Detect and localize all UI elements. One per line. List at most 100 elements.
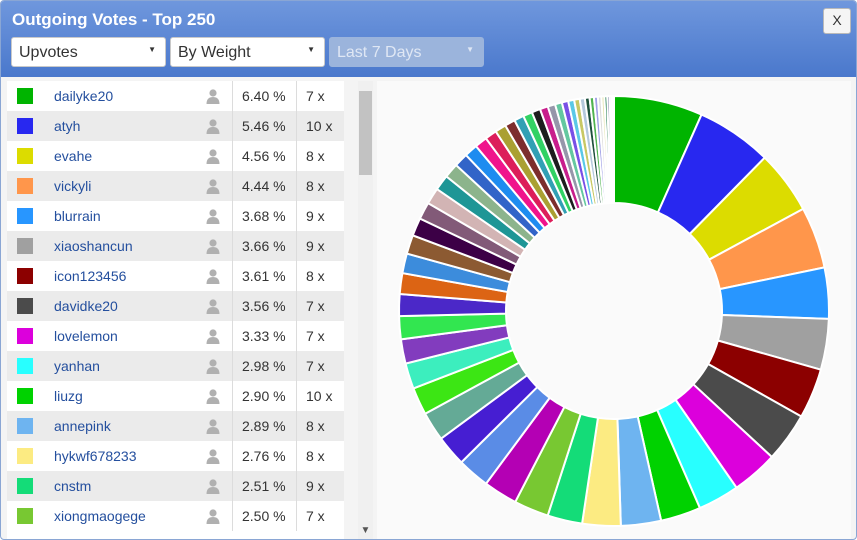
color-swatch (17, 298, 33, 314)
user-icon[interactable] (205, 238, 221, 254)
title-bar: Outgoing Votes - Top 250 X Upvotes ▼ By … (1, 1, 856, 77)
user-icon[interactable] (205, 478, 221, 494)
close-button[interactable]: X (823, 8, 851, 34)
user-icon[interactable] (205, 268, 221, 284)
chart-area (377, 81, 851, 539)
list-item[interactable]: cnstm 2.51 % 9 x (7, 471, 344, 501)
list-item[interactable]: icon123456 3.61 % 8 x (7, 261, 344, 291)
list-item[interactable]: vickyli 4.44 % 8 x (7, 171, 344, 201)
voter-list[interactable]: dailyke20 6.40 % 7 x atyh 5.46 % 10 x evahe 4.5… (7, 81, 344, 539)
user-icon[interactable] (205, 178, 221, 194)
vote-type-dropdown[interactable]: Upvotes ▼ (11, 37, 166, 67)
list-scrollbar[interactable]: ▼ (358, 81, 373, 539)
sort-label: By Weight (178, 44, 251, 61)
color-swatch (17, 208, 33, 224)
color-swatch (17, 508, 33, 524)
donut-slice-other-42[interactable] (611, 94, 615, 205)
chevron-down-icon: ▼ (148, 45, 156, 54)
voter-name-link[interactable]: annepink (54, 418, 111, 434)
chevron-down-icon: ▼ (466, 45, 474, 54)
list-item[interactable]: evahe 4.56 % 8 x (7, 141, 344, 171)
list-item[interactable]: blurrain 3.68 % 9 x (7, 201, 344, 231)
voter-name-link[interactable]: lovelemon (54, 328, 118, 344)
list-item[interactable]: dailyke20 6.40 % 7 x (7, 81, 344, 111)
voter-name-link[interactable]: liuzg (54, 388, 83, 404)
color-swatch (17, 118, 33, 134)
user-icon[interactable] (205, 88, 221, 104)
user-icon[interactable] (205, 358, 221, 374)
user-icon[interactable] (205, 118, 221, 134)
list-item[interactable]: liuzg 2.90 % 10 x (7, 381, 344, 411)
voter-name-link[interactable]: cnstm (54, 478, 92, 494)
vote-percentage: 2.98 % (232, 351, 302, 381)
color-swatch (17, 448, 33, 464)
user-icon[interactable] (205, 148, 221, 164)
color-swatch (17, 358, 33, 374)
list-item[interactable]: lovelemon 3.33 % 7 x (7, 321, 344, 351)
vote-percentage: 4.44 % (232, 171, 302, 201)
vote-count: 9 x (296, 201, 344, 231)
vote-percentage: 3.33 % (232, 321, 302, 351)
vote-percentage: 2.90 % (232, 381, 302, 411)
voter-name-link[interactable]: icon123456 (54, 268, 127, 284)
period-label: Last 7 Days (337, 44, 422, 61)
vote-count: 7 x (296, 321, 344, 351)
voter-name-link[interactable]: atyh (54, 118, 81, 134)
color-swatch (17, 328, 33, 344)
period-dropdown: Last 7 Days ▼ (329, 37, 484, 67)
chevron-down-icon: ▼ (307, 45, 315, 54)
vote-percentage: 4.56 % (232, 141, 302, 171)
user-icon[interactable] (205, 328, 221, 344)
vote-count: 10 x (296, 111, 344, 141)
scroll-down-arrow-icon[interactable]: ▼ (360, 525, 371, 536)
color-swatch (17, 88, 33, 104)
color-swatch (17, 478, 33, 494)
vote-type-label: Upvotes (19, 44, 78, 61)
vote-count: 7 x (296, 291, 344, 321)
window-title: Outgoing Votes - Top 250 (12, 10, 216, 29)
vote-count: 10 x (296, 381, 344, 411)
list-item[interactable]: annepink 2.89 % 8 x (7, 411, 344, 441)
user-icon[interactable] (205, 388, 221, 404)
list-item[interactable]: xiaoshancun 3.66 % 9 x (7, 231, 344, 261)
list-item[interactable]: xiongmaogege 2.50 % 7 x (7, 501, 344, 531)
voter-name-link[interactable]: hykwf678233 (54, 448, 137, 464)
user-icon[interactable] (205, 508, 221, 524)
voter-name-link[interactable]: davidke20 (54, 298, 118, 314)
vote-percentage: 3.61 % (232, 261, 302, 291)
donut-chart (398, 94, 830, 527)
voter-name-link[interactable]: blurrain (54, 208, 101, 224)
vote-percentage: 3.68 % (232, 201, 302, 231)
list-item[interactable]: atyh 5.46 % 10 x (7, 111, 344, 141)
user-icon[interactable] (205, 298, 221, 314)
list-item[interactable]: davidke20 3.56 % 7 x (7, 291, 344, 321)
vote-count: 9 x (296, 231, 344, 261)
vote-count: 7 x (296, 81, 344, 111)
color-swatch (17, 148, 33, 164)
voter-name-link[interactable]: dailyke20 (54, 88, 114, 104)
color-swatch (17, 178, 33, 194)
vote-percentage: 2.50 % (232, 501, 302, 531)
color-swatch (17, 418, 33, 434)
vote-count: 8 x (296, 171, 344, 201)
list-item[interactable]: yanhan 2.98 % 7 x (7, 351, 344, 381)
vote-percentage: 3.66 % (232, 231, 302, 261)
vote-percentage: 6.40 % (232, 81, 302, 111)
scrollbar-thumb[interactable] (359, 91, 372, 175)
voter-name-link[interactable]: xiaoshancun (54, 238, 133, 254)
vote-count: 7 x (296, 501, 344, 531)
voter-name-link[interactable]: evahe (54, 148, 93, 164)
vote-count: 7 x (296, 351, 344, 381)
user-icon[interactable] (205, 448, 221, 464)
user-icon[interactable] (205, 418, 221, 434)
voter-name-link[interactable]: vickyli (54, 178, 92, 194)
user-icon[interactable] (205, 208, 221, 224)
list-item[interactable]: hykwf678233 2.76 % 8 x (7, 441, 344, 471)
sort-dropdown[interactable]: By Weight ▼ (170, 37, 325, 67)
voter-name-link[interactable]: xiongmaogege (54, 508, 146, 524)
voter-name-link[interactable]: yanhan (54, 358, 100, 374)
color-swatch (17, 238, 33, 254)
vote-percentage: 2.89 % (232, 411, 302, 441)
color-swatch (17, 268, 33, 284)
